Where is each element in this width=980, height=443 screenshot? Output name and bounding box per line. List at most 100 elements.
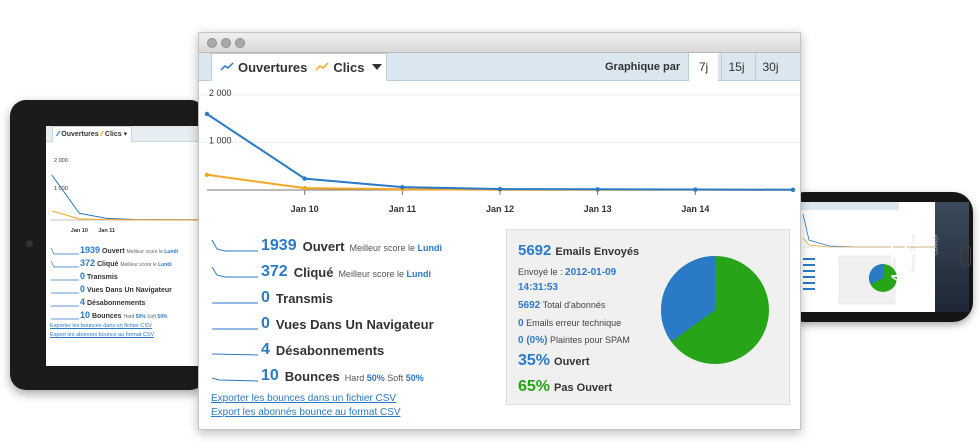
- phone-device: 4:20 Monday, 11 June CARRIER: [785, 192, 973, 322]
- tablet-stat-label: Vues Dans Un Navigateur: [86, 287, 172, 294]
- tablet-chart: 2 000 1 000 Jan 10 Jan 11: [50, 158, 206, 234]
- data-point[interactable]: [204, 172, 210, 177]
- stat-row: 1939 Ouvert Meilleur score le Lundi: [211, 229, 501, 255]
- minimize-window-button[interactable]: [221, 38, 231, 48]
- data-point[interactable]: [497, 186, 503, 192]
- tablet-stat-row: 372 Cliqué Meilleur score le Lundi: [50, 257, 206, 270]
- close-window-button[interactable]: [207, 38, 217, 48]
- stat-row: 0 Transmis: [211, 281, 501, 307]
- send-summary-panel: 5692 Emails Envoyés Envoyé le : 2012-01-0…: [506, 229, 790, 405]
- y-tick-label: 1 000: [209, 136, 232, 146]
- tablet-stat-value: 372: [80, 258, 96, 268]
- technical-errors-label: Emails erreur technique: [526, 318, 622, 328]
- sparkline-icon: [211, 353, 259, 356]
- data-point[interactable]: [302, 185, 307, 191]
- tablet-stat-best-day: Meilleur score le Lundi: [120, 262, 172, 268]
- stat-label: Vues Dans Un Navigateur: [275, 317, 434, 332]
- data-point[interactable]: [595, 187, 600, 192]
- total-subscribers-label: Total d'abonnés: [542, 300, 606, 310]
- not-opened-label: Pas Ouvert: [554, 382, 613, 394]
- sparkline-icon: [51, 318, 79, 320]
- export-bounces-link[interactable]: Exporter les bounces dans un fichier CSV: [211, 393, 397, 404]
- sent-on-label: Envoyé le :: [518, 267, 563, 277]
- stat-row: 0 Vues Dans Un Navigateur: [211, 307, 501, 333]
- emails-sent-label: Emails Envoyés: [555, 246, 640, 258]
- data-point[interactable]: [693, 187, 698, 192]
- period-30d-tab[interactable]: 30j: [755, 53, 785, 81]
- graph-by-label: Graphique par: [605, 61, 681, 73]
- sparkline-icon: [50, 247, 79, 255]
- x-tick-label: Jan 11: [389, 204, 417, 214]
- opened-rate: 35% Ouvert: [518, 352, 590, 370]
- sparkline-icon: [211, 239, 258, 252]
- sent-on: Envoyé le : 2012-01-09: [518, 267, 616, 278]
- tablet-stat-value: 4: [80, 297, 86, 307]
- phone-home-button[interactable]: [961, 245, 971, 267]
- tablet-stat-row: 10 Bounces Hard 50% Soft 50%: [50, 309, 206, 322]
- chevron-down-icon: ▾: [123, 131, 128, 138]
- sent-date: 2012-01-09: [565, 267, 617, 278]
- tablet-device: ⁄⁄ Ouvertures ⁄⁄ Clics ▾ 2 000 1 000 Jan 1…: [10, 100, 206, 390]
- spam-complaints: 0 (0%) Plaintes pour SPAM: [518, 335, 630, 346]
- technical-errors-count: 0: [518, 318, 524, 329]
- phone-screen: [799, 202, 949, 312]
- stat-row: 10 Bounces Hard 50% Soft 50%: [211, 359, 501, 385]
- stat-label: Désabonnements: [275, 343, 385, 358]
- tablet-x-tick-label: Jan 11: [98, 228, 115, 234]
- x-tick-label: Jan 10: [291, 204, 319, 214]
- data-point[interactable]: [790, 187, 796, 192]
- data-point[interactable]: [302, 176, 307, 181]
- tablet-metric-tab[interactable]: ⁄⁄ Ouvertures ⁄⁄ Clics ▾: [52, 126, 133, 142]
- series-line: [206, 113, 794, 191]
- phone-carrier: CARRIER: [933, 234, 939, 255]
- period-7d-tab[interactable]: 7j: [688, 53, 718, 81]
- tablet-export-bounced-subscribers-link[interactable]: Export les abonnés bounce au format CSV: [50, 332, 155, 338]
- opens-tab-label: Ouvertures: [238, 59, 308, 75]
- tablet-camera: [26, 240, 33, 247]
- not-opened-percent: 65%: [518, 378, 551, 395]
- stat-value: 4: [261, 341, 270, 358]
- phone-lockscreen: [935, 202, 969, 312]
- spam-complaints-count: 0 (0%): [518, 335, 548, 346]
- emails-sent: 5692 Emails Envoyés: [518, 242, 639, 260]
- data-point[interactable]: [400, 184, 405, 190]
- tablet-opens-label: Ouvertures: [61, 131, 99, 138]
- metric-selector[interactable]: Ouvertures Clics: [211, 53, 387, 81]
- tablet-tabbar: ⁄⁄ Ouvertures ⁄⁄ Clics ▾: [46, 126, 206, 142]
- stats-list: 1939 Ouvert Meilleur score le Lundi 372 Cliq…: [211, 229, 501, 418]
- technical-errors: 0 Emails erreur technique: [518, 318, 621, 329]
- tablet-export-bounces-link[interactable]: Exporter les bounces dans un fichier CSV: [50, 323, 152, 329]
- opened-percent: 35%: [518, 352, 551, 369]
- stat-value: 0: [261, 289, 270, 306]
- export-bounced-subscribers-link[interactable]: Export les abonnés bounce au format CSV: [211, 407, 401, 418]
- x-tick-label: Jan 14: [681, 204, 709, 214]
- not-opened-rate: 65% Pas Ouvert: [518, 378, 612, 396]
- sent-time-row: 14:31:53: [518, 282, 558, 293]
- phone-dashboard-thumbnail: [799, 202, 949, 305]
- tablet-stat-value: 1939: [80, 245, 101, 255]
- tablet-stat-value: 10: [80, 310, 91, 320]
- pie-slice-opened[interactable]: [661, 256, 715, 342]
- sparkline-icon: [212, 302, 258, 304]
- stat-value: 0: [261, 315, 270, 332]
- sparkline-icon: [51, 305, 79, 307]
- tablet-stat-best-day: Meilleur score le Lundi: [126, 249, 178, 255]
- period-15d-tab[interactable]: 15j: [721, 53, 751, 81]
- data-point[interactable]: [204, 111, 210, 117]
- total-subscribers-count: 5692: [518, 300, 541, 311]
- tablet-stats: 1939 Ouvert Meilleur score le Lundi 372 C…: [50, 244, 206, 340]
- stat-label: Cliqué: [293, 265, 334, 280]
- total-subscribers: 5692 Total d'abonnés: [518, 300, 605, 311]
- open-rate-pie-chart: [661, 256, 769, 364]
- tablet-y-tick-label: 2 000: [54, 158, 68, 164]
- spam-complaints-label: Plaintes pour SPAM: [549, 335, 630, 345]
- stat-row: 372 Cliqué Meilleur score le Lundi: [211, 255, 501, 281]
- tablet-stat-value: 0: [80, 284, 86, 294]
- stat-best-day: Meilleur score le Lundi: [349, 243, 443, 253]
- tablet-screen: ⁄⁄ Ouvertures ⁄⁄ Clics ▾ 2 000 1 000 Jan 1…: [46, 126, 206, 366]
- tablet-clicks-label: Clics: [104, 131, 122, 138]
- browser-window: Ouvertures Clics Graphique par 7j 15j 30…: [198, 32, 801, 430]
- x-tick-label: Jan 13: [584, 204, 612, 214]
- zoom-window-button[interactable]: [235, 38, 245, 48]
